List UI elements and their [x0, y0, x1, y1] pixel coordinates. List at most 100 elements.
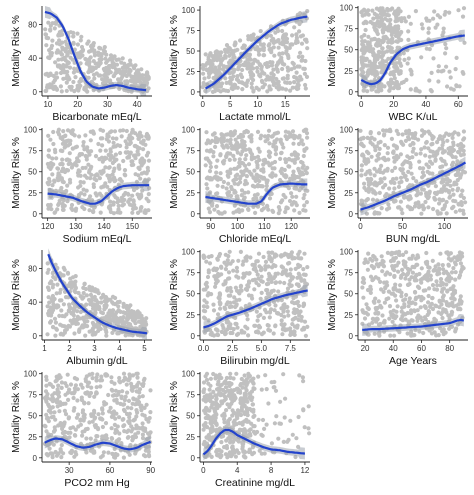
scatter-point — [284, 252, 289, 257]
scatter-point — [359, 163, 364, 168]
scatter-point — [288, 278, 293, 283]
scatter-point — [374, 169, 380, 174]
scatter-point — [129, 74, 134, 79]
scatter-point — [270, 161, 275, 166]
scatter-point — [360, 153, 365, 158]
scatter-point — [112, 129, 118, 134]
scatter-points — [201, 249, 310, 338]
scatter-point — [66, 324, 71, 329]
scatter-point — [444, 46, 449, 51]
scatter-point — [46, 148, 52, 153]
scatter-point — [441, 293, 446, 298]
scatter-point — [388, 22, 393, 27]
scatter-point — [433, 157, 438, 162]
scatter-point — [297, 29, 302, 34]
scatter-point — [417, 159, 422, 164]
scatter-point — [292, 256, 297, 261]
scatter-point — [101, 48, 106, 53]
scatter-point — [461, 195, 466, 201]
scatter-point — [249, 133, 254, 138]
scatter-point — [100, 159, 105, 164]
scatter-point — [133, 321, 138, 326]
scatter-point — [258, 136, 263, 141]
scatter-point — [426, 30, 431, 35]
scatter-point — [396, 184, 402, 189]
scatter-point — [228, 151, 233, 156]
scatter-point — [105, 297, 111, 302]
scatter-point — [426, 165, 431, 170]
scatter-point — [114, 411, 119, 416]
scatter-point — [423, 260, 428, 265]
scatter-point — [218, 306, 223, 311]
y-tick-label: 100 — [340, 126, 354, 135]
scatter-point — [368, 19, 373, 25]
scatter-point — [90, 320, 95, 325]
scatter-point — [239, 288, 244, 293]
scatter-point — [387, 186, 392, 191]
scatter-point — [431, 268, 436, 273]
scatter-point — [118, 177, 123, 182]
scatter-point — [56, 201, 62, 206]
scatter-point — [234, 194, 239, 199]
scatter-point — [246, 162, 252, 167]
scatter-point — [360, 13, 365, 18]
scatter-point — [91, 209, 96, 214]
scatter-point — [145, 71, 150, 76]
scatter-point — [106, 205, 112, 210]
scatter-point — [303, 281, 308, 286]
scatter-point — [55, 207, 60, 212]
scatter-point — [115, 424, 120, 429]
scatter-point — [267, 315, 272, 320]
scatter-point — [231, 69, 236, 74]
scatter-point — [399, 294, 404, 299]
scatter-point — [82, 281, 87, 286]
scatter-point — [438, 277, 444, 282]
scatter-point — [387, 88, 392, 93]
scatter-point — [458, 193, 463, 198]
scatter-point — [257, 174, 262, 179]
scatter-point — [255, 318, 260, 323]
scatter-point — [90, 376, 95, 381]
scatter-point — [286, 186, 291, 191]
scatter-point — [66, 60, 71, 65]
scatter-point — [437, 201, 442, 206]
scatter-point — [112, 64, 117, 69]
scatter-point — [397, 288, 402, 293]
scatter-point — [443, 42, 448, 47]
scatter-point — [362, 316, 368, 321]
scatter-point — [66, 283, 71, 288]
scatter-point — [445, 288, 450, 293]
scatter-point — [291, 61, 296, 67]
y-tick-label: 0 — [349, 332, 354, 341]
scatter-points — [201, 371, 312, 460]
scatter-point — [217, 64, 222, 69]
scatter-point — [62, 408, 67, 413]
scatter-point — [391, 251, 396, 256]
scatter-point — [259, 266, 264, 271]
scatter-point — [51, 442, 56, 447]
scatter-point — [417, 166, 423, 171]
scatter-point — [53, 276, 58, 282]
scatter-point — [239, 160, 244, 166]
scatter-point — [94, 391, 99, 396]
scatter-point — [389, 26, 394, 31]
scatter-point — [408, 196, 413, 201]
scatter-point — [301, 208, 306, 213]
scatter-point — [411, 146, 416, 151]
scatter-point — [302, 203, 307, 208]
scatter-point — [296, 271, 301, 276]
y-tick-label: 80 — [28, 21, 37, 30]
scatter-point — [392, 186, 397, 191]
y-tick-label: 25 — [186, 67, 195, 76]
scatter-point — [369, 37, 374, 42]
scatter-point — [77, 329, 82, 334]
scatter-point — [442, 204, 447, 209]
scatter-point — [269, 279, 274, 284]
scatter-point — [127, 202, 132, 207]
scatter-point — [259, 184, 264, 189]
scatter-point — [285, 52, 290, 57]
scatter-point — [366, 251, 371, 256]
scatter-point — [419, 147, 424, 152]
scatter-point — [245, 129, 250, 134]
